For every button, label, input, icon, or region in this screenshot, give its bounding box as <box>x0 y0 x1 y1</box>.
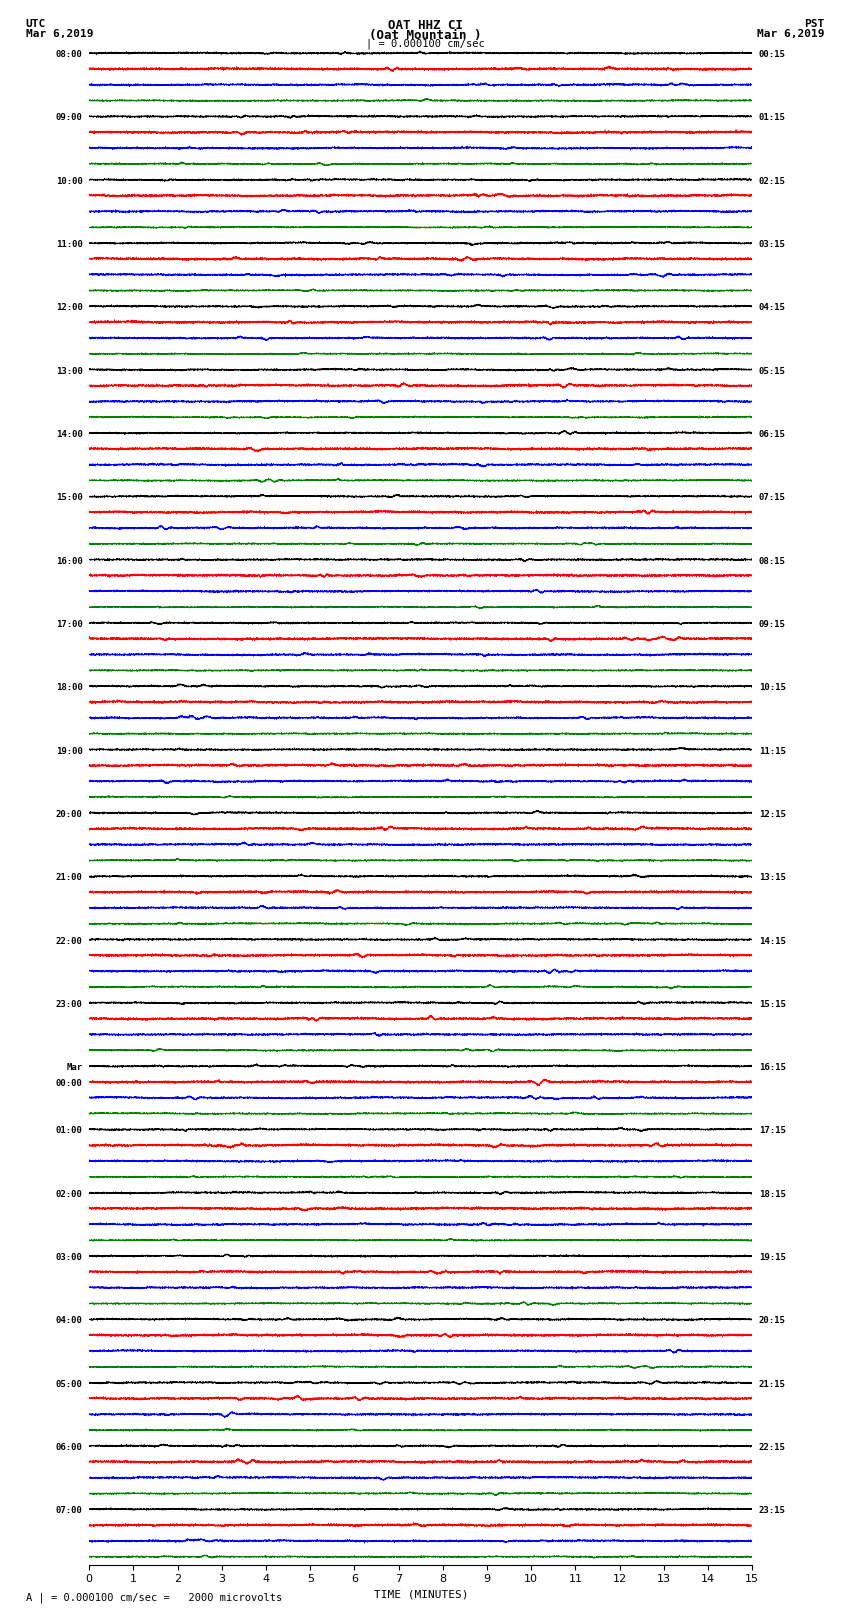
Text: 00:15: 00:15 <box>759 50 785 60</box>
Text: 16:00: 16:00 <box>56 556 82 566</box>
Text: 15:00: 15:00 <box>56 494 82 502</box>
Text: 10:00: 10:00 <box>56 177 82 185</box>
Text: 19:00: 19:00 <box>56 747 82 755</box>
Text: 23:15: 23:15 <box>759 1507 785 1515</box>
Text: 16:15: 16:15 <box>759 1063 785 1073</box>
Text: 01:15: 01:15 <box>759 113 785 123</box>
Text: 09:00: 09:00 <box>56 113 82 123</box>
Text: 21:15: 21:15 <box>759 1379 785 1389</box>
Text: 07:00: 07:00 <box>56 1507 82 1515</box>
Text: 12:15: 12:15 <box>759 810 785 819</box>
Text: 04:15: 04:15 <box>759 303 785 313</box>
Text: 19:15: 19:15 <box>759 1253 785 1261</box>
Text: 03:00: 03:00 <box>56 1253 82 1261</box>
X-axis label: TIME (MINUTES): TIME (MINUTES) <box>373 1590 468 1600</box>
Text: 02:00: 02:00 <box>56 1190 82 1198</box>
Text: 17:00: 17:00 <box>56 619 82 629</box>
Text: 05:15: 05:15 <box>759 366 785 376</box>
Text: 22:00: 22:00 <box>56 937 82 945</box>
Text: Mar 6,2019: Mar 6,2019 <box>26 29 93 39</box>
Text: 14:00: 14:00 <box>56 431 82 439</box>
Text: 21:00: 21:00 <box>56 873 82 882</box>
Text: (Oat Mountain ): (Oat Mountain ) <box>369 29 481 42</box>
Text: | = 0.000100 cm/sec: | = 0.000100 cm/sec <box>366 39 484 50</box>
Text: 18:00: 18:00 <box>56 684 82 692</box>
Text: 06:00: 06:00 <box>56 1444 82 1452</box>
Text: 18:15: 18:15 <box>759 1190 785 1198</box>
Text: 23:00: 23:00 <box>56 1000 82 1008</box>
Text: 13:15: 13:15 <box>759 873 785 882</box>
Text: 05:00: 05:00 <box>56 1379 82 1389</box>
Text: 12:00: 12:00 <box>56 303 82 313</box>
Text: 11:00: 11:00 <box>56 240 82 248</box>
Text: OAT HHZ CI: OAT HHZ CI <box>388 19 462 32</box>
Text: 11:15: 11:15 <box>759 747 785 755</box>
Text: 08:15: 08:15 <box>759 556 785 566</box>
Text: A | = 0.000100 cm/sec =   2000 microvolts: A | = 0.000100 cm/sec = 2000 microvolts <box>26 1592 281 1603</box>
Text: 10:15: 10:15 <box>759 684 785 692</box>
Text: 00:00: 00:00 <box>56 1079 82 1087</box>
Text: 15:15: 15:15 <box>759 1000 785 1008</box>
Text: UTC: UTC <box>26 19 46 29</box>
Text: 20:00: 20:00 <box>56 810 82 819</box>
Text: 06:15: 06:15 <box>759 431 785 439</box>
Text: 03:15: 03:15 <box>759 240 785 248</box>
Text: 14:15: 14:15 <box>759 937 785 945</box>
Text: Mar: Mar <box>66 1063 82 1073</box>
Text: 04:00: 04:00 <box>56 1316 82 1326</box>
Text: 20:15: 20:15 <box>759 1316 785 1326</box>
Text: 09:15: 09:15 <box>759 619 785 629</box>
Text: PST: PST <box>804 19 824 29</box>
Text: 07:15: 07:15 <box>759 494 785 502</box>
Text: 01:00: 01:00 <box>56 1126 82 1136</box>
Text: 02:15: 02:15 <box>759 177 785 185</box>
Text: Mar 6,2019: Mar 6,2019 <box>757 29 824 39</box>
Text: 08:00: 08:00 <box>56 50 82 60</box>
Text: 22:15: 22:15 <box>759 1444 785 1452</box>
Text: 13:00: 13:00 <box>56 366 82 376</box>
Text: 17:15: 17:15 <box>759 1126 785 1136</box>
